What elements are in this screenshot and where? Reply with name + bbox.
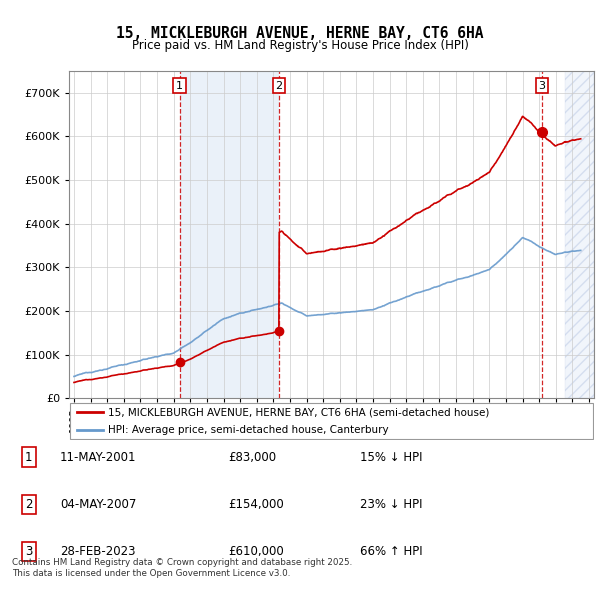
Text: HPI: Average price, semi-detached house, Canterbury: HPI: Average price, semi-detached house,… (109, 425, 389, 434)
FancyBboxPatch shape (70, 403, 593, 439)
Text: 2: 2 (25, 498, 32, 511)
Bar (179, 71, 279, 398)
Text: 15, MICKLEBURGH AVENUE, HERNE BAY, CT6 6HA (semi-detached house): 15, MICKLEBURGH AVENUE, HERNE BAY, CT6 6… (109, 408, 490, 417)
Text: 66% ↑ HPI: 66% ↑ HPI (360, 545, 422, 558)
Text: 15% ↓ HPI: 15% ↓ HPI (360, 451, 422, 464)
Text: 15, MICKLEBURGH AVENUE, HERNE BAY, CT6 6HA: 15, MICKLEBURGH AVENUE, HERNE BAY, CT6 6… (116, 26, 484, 41)
Text: £610,000: £610,000 (228, 545, 284, 558)
Text: 1: 1 (176, 81, 183, 90)
Bar (565, 71, 594, 398)
Text: 3: 3 (25, 545, 32, 558)
Text: £83,000: £83,000 (228, 451, 276, 464)
Text: 3: 3 (538, 81, 545, 90)
Text: 1: 1 (25, 451, 32, 464)
Text: 11-MAY-2001: 11-MAY-2001 (60, 451, 137, 464)
Text: Contains HM Land Registry data © Crown copyright and database right 2025.
This d: Contains HM Land Registry data © Crown c… (12, 558, 352, 578)
Text: 2: 2 (275, 81, 283, 90)
Text: 28-FEB-2023: 28-FEB-2023 (60, 545, 136, 558)
Text: 04-MAY-2007: 04-MAY-2007 (60, 498, 136, 511)
Text: Price paid vs. HM Land Registry's House Price Index (HPI): Price paid vs. HM Land Registry's House … (131, 39, 469, 52)
Text: £154,000: £154,000 (228, 498, 284, 511)
Text: 23% ↓ HPI: 23% ↓ HPI (360, 498, 422, 511)
